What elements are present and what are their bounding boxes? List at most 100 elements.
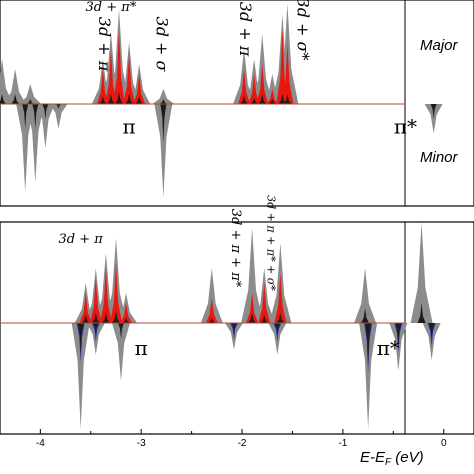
top-annotation-4: 3d + σ* <box>294 0 313 60</box>
bottom-up-ligand-peak-3 <box>111 311 120 323</box>
bottom-annotation-1: 3d + π + π* <box>228 209 243 288</box>
top-up-ligand-peak-6 <box>125 94 134 104</box>
bottom-down-ligand-peak-0 <box>77 323 84 355</box>
top-up-metal-peak-3 <box>96 69 109 104</box>
top-down-total-peak-1 <box>26 104 45 183</box>
bottom-up-ligand-peak-0 <box>81 315 90 323</box>
top-up-metal-peak-9 <box>238 69 251 104</box>
bottom-up-ligand-peak-7 <box>260 315 269 323</box>
bottom-annotation-4: π* <box>377 336 400 360</box>
x-tick-label-1: -3 <box>137 438 146 449</box>
top-up-ligand-peak-5 <box>115 92 124 104</box>
bottom-down-total-peak-2 <box>112 323 131 382</box>
top-up-ligand-peak-9 <box>240 96 249 104</box>
top-up-ligand-peak-4 <box>106 94 115 104</box>
bottom-up-metal-peak-1 <box>89 278 102 323</box>
top-down-total-peak-0 <box>16 104 35 193</box>
bottom-down-ligand-peak-5 <box>365 323 372 366</box>
top-annotation-0: 3d + π* <box>86 0 137 15</box>
x-axis-label: E-EF (eV) <box>360 449 424 468</box>
bottom-down-ligand-peak-4 <box>274 323 281 334</box>
top-annotation-3: 3d + π <box>236 2 255 57</box>
x-tick-label-3: -1 <box>338 438 347 449</box>
top-up-metal-peak-6 <box>123 54 136 104</box>
bottom-up-ligand-peak-4 <box>122 318 131 323</box>
bottom-up-total-peak-10 <box>410 223 433 323</box>
top-up-metal-peak-7 <box>133 74 146 104</box>
top-up-total-peak-2 <box>19 84 42 104</box>
bottom-panel-frame <box>0 221 474 435</box>
top-annotation-6: π* <box>394 114 417 138</box>
bottom-up-metal-peak-5 <box>205 298 218 323</box>
top-up-metal-peak-11 <box>256 64 269 104</box>
top-down-ligand-peak-4 <box>160 104 167 144</box>
spin-label-minor: Minor <box>420 149 459 166</box>
top-up-ligand-peak-3 <box>98 96 107 104</box>
bottom-down-total-peak-0 <box>71 323 90 429</box>
bottom-up-ligand-peak-8 <box>276 313 285 323</box>
bottom-up-ligand-peak-1 <box>91 313 100 323</box>
top-up-metal-peak-12 <box>266 89 279 104</box>
bottom-panel-plot: 3d + π 3d + π + π* 3d + π + π* + σ* π π* <box>0 195 441 429</box>
top-down-ligand-peak-1 <box>32 104 39 129</box>
bottom-up-metal-peak-4 <box>120 303 133 323</box>
top-panel-frame <box>0 0 474 207</box>
bottom-up-ligand-peak-5 <box>207 318 216 323</box>
top-annotation-5: π <box>123 114 136 138</box>
top-up-ligand-peak-1 <box>11 94 20 104</box>
bottom-up-metal-peak-2 <box>99 268 112 323</box>
x-tick-label-2: -2 <box>238 438 247 449</box>
x-axis-label-sub: F <box>385 457 392 468</box>
bottom-annotation-3: π <box>135 336 148 360</box>
top-up-ligand-peak-0 <box>0 94 7 104</box>
bottom-down-ligand-peak-6 <box>395 323 402 345</box>
top-down-ligand-peak-2 <box>42 104 49 119</box>
bottom-up-metal-peak-6 <box>246 293 259 323</box>
top-up-ligand-peak-14 <box>283 94 292 104</box>
bottom-down-ligand-peak-1 <box>92 323 99 334</box>
top-up-metal-peak-10 <box>248 74 261 104</box>
x-axis-label-main: E-E <box>360 449 386 466</box>
bottom-up-metal-peak-8 <box>274 273 287 323</box>
top-up-ligand-peak-12 <box>268 99 277 104</box>
bottom-down-ligand-peak-3 <box>230 323 237 332</box>
top-panel-plot: 3d + π* 3d + π 3d + σ 3d + π 3d + σ* π π* <box>0 0 443 198</box>
top-up-total-peak-1 <box>4 69 27 104</box>
bottom-up-total-peak-6 <box>241 228 264 323</box>
bottom-up-ligand-peak-2 <box>101 313 110 323</box>
bottom-down-ligand-peak-7 <box>428 323 435 339</box>
top-up-ligand-peak-7 <box>135 96 144 104</box>
x-tick-label-0: -4 <box>36 438 45 449</box>
x-tick-label-4: 0 <box>441 438 447 449</box>
top-up-metal-peak-5 <box>113 29 126 104</box>
bottom-down-ligand-peak-2 <box>118 323 125 339</box>
top-down-ligand-peak-3 <box>55 104 62 109</box>
top-up-ligand-peak-13 <box>278 94 287 104</box>
spin-label-major: Major <box>420 37 459 54</box>
bottom-up-metal-peak-3 <box>109 263 122 323</box>
top-down-total-peak-2 <box>36 104 55 149</box>
top-up-ligand-peak-8 <box>159 99 168 104</box>
top-annotation-2: 3d + σ <box>152 17 171 73</box>
bottom-annotation-2: 3d + π + π* + σ* <box>264 195 277 291</box>
top-down-ligand-peak-0 <box>22 104 29 129</box>
bottom-up-ligand-peak-10 <box>417 303 426 323</box>
bottom-up-metal-peak-7 <box>258 283 271 323</box>
bottom-annotation-0: 3d + π <box>59 232 104 247</box>
top-down-total-peak-4 <box>154 104 173 198</box>
top-down-ligand-peak-5 <box>430 104 437 119</box>
top-annotation-1: 3d + π <box>95 17 114 72</box>
x-axis-label-unit: (eV) <box>391 449 424 466</box>
bottom-up-ligand-peak-6 <box>248 313 257 323</box>
top-up-metal-peak-14 <box>281 44 294 104</box>
top-up-total-peak-8 <box>152 89 175 104</box>
bottom-up-metal-peak-0 <box>79 293 92 323</box>
bottom-up-total-peak-5 <box>200 268 223 323</box>
top-down-total-peak-3 <box>49 104 68 129</box>
bottom-up-total-peak-9 <box>354 268 377 323</box>
top-up-ligand-peak-11 <box>258 94 267 104</box>
bottom-down-total-peak-5 <box>359 323 378 429</box>
top-up-ligand-peak-2 <box>26 99 35 104</box>
x-axis: -4 -3 -2 -1 0 <box>36 429 447 449</box>
